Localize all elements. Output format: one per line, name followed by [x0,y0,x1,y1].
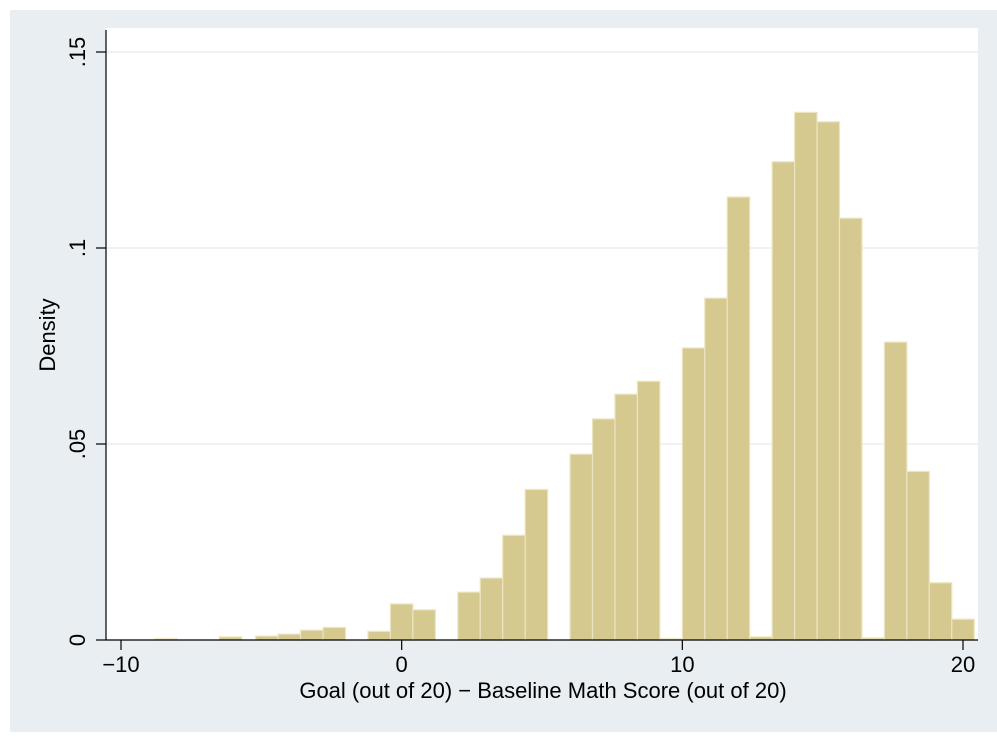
histogram-bar-5 [322,626,347,641]
histogram-bar-22 [771,161,796,641]
y-axis-title: Density [35,298,60,371]
histogram-bar-14 [591,418,616,641]
x-tick-label-2: 10 [670,652,694,677]
histogram-bar-4 [300,629,324,641]
histogram-bar-23 [793,111,818,641]
y-tick-label-3: .15 [65,37,90,68]
histogram-bar-16 [636,380,661,641]
histogram-bar-13 [569,453,594,641]
x-tick-label-0: −10 [102,652,139,677]
histogram-bar-9 [457,591,481,641]
histogram-bar-10 [479,577,504,641]
histogram-bar-11 [502,534,526,641]
histogram-bar-24 [816,121,841,641]
y-tick-label-2: .1 [65,239,90,257]
histogram-bar-12 [524,488,549,641]
histogram-bar-8 [412,609,436,641]
histogram-bar-20 [726,196,751,641]
axes [105,30,978,641]
histogram-bar-6 [367,630,392,641]
x-axis-title: Goal (out of 20) − Baseline Math Score (… [299,678,786,703]
histogram-bar-25 [838,217,863,641]
x-tick-label-3: 20 [951,652,975,677]
histogram-bars [154,111,975,641]
histogram-bar-19 [704,297,728,641]
histogram-bar-28 [906,470,930,641]
x-tick-label-1: 0 [396,652,408,677]
axis-ticks: −10 0 10 20 0 .05 .1 .15 [65,37,975,677]
histogram-bar-7 [389,603,414,641]
histogram-bar-30 [951,618,975,641]
y-tick-label-0: 0 [65,634,90,646]
y-tick-label-1: .05 [65,429,90,460]
histogram-bar-29 [928,582,953,641]
histogram-bar-3 [277,633,302,641]
histogram-bar-18 [681,347,706,641]
histogram-bar-27 [883,341,908,641]
histogram-bar-15 [614,393,639,641]
